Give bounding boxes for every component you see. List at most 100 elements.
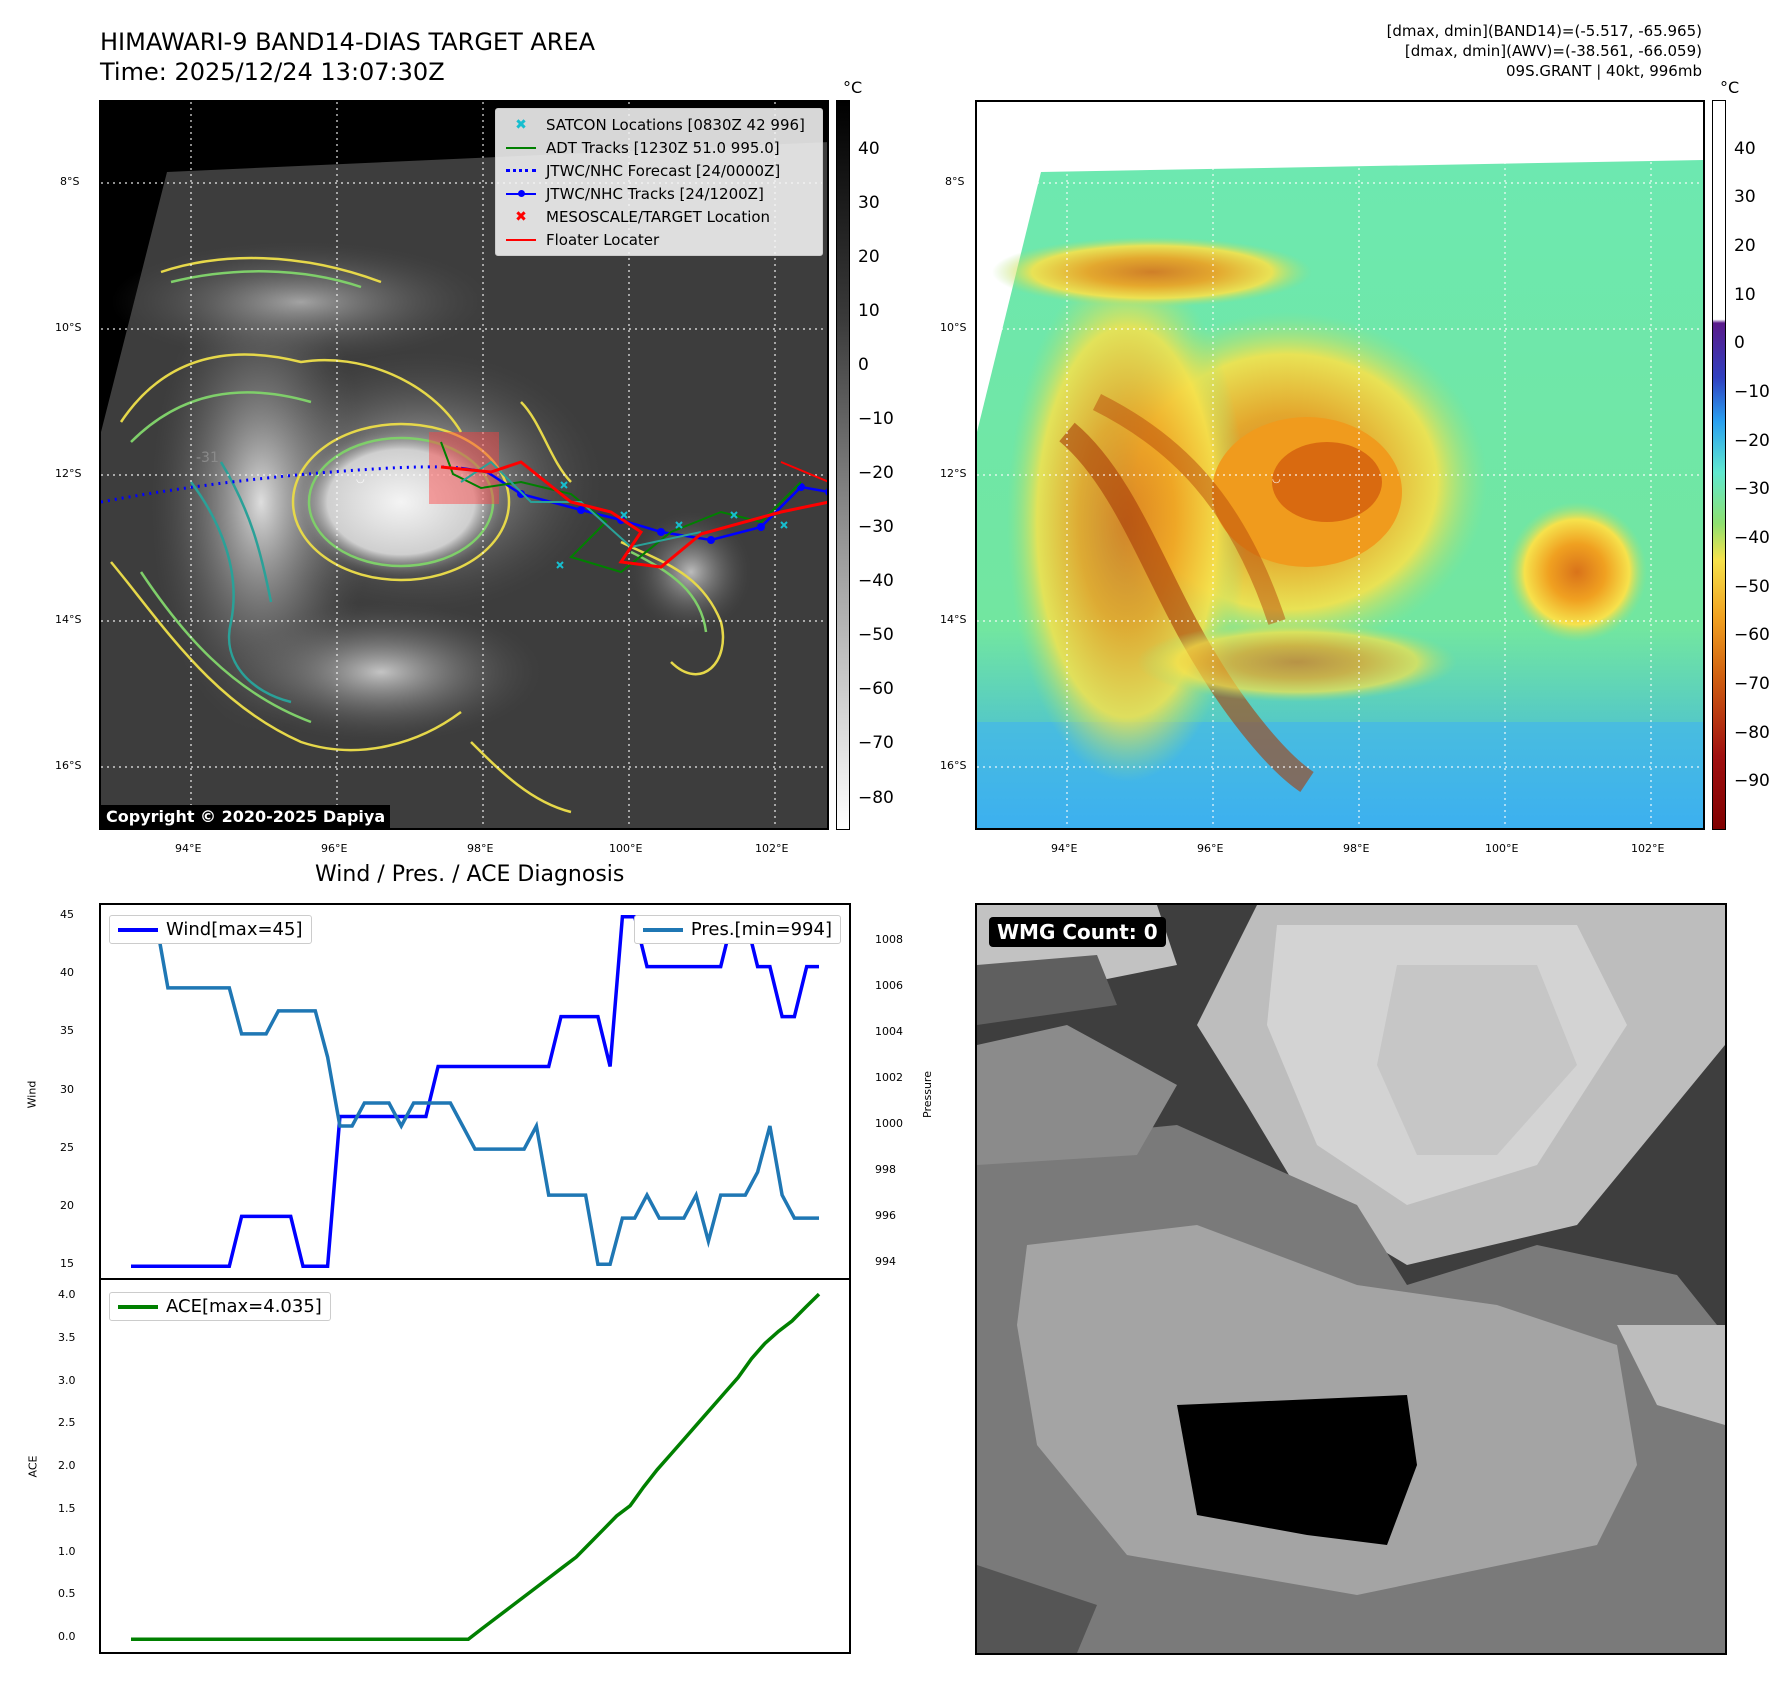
- lat-label: 16°S: [940, 759, 967, 772]
- lat-label: 14°S: [940, 613, 967, 626]
- colorbar-tick: −50: [1734, 576, 1770, 597]
- colorbar-unit: °C: [843, 78, 863, 97]
- wind-tick: 30: [60, 1082, 74, 1096]
- colorbar-tick: −30: [858, 517, 894, 538]
- ace-tick: 1.5: [58, 1501, 76, 1515]
- pressure-tick: 996: [875, 1209, 896, 1223]
- legend-target: ✖ MESOSCALE/TARGET Location: [515, 207, 771, 226]
- ace-plot: [131, 1292, 821, 1641]
- lat-label: 10°S: [940, 321, 967, 334]
- colorbar-tick: −70: [858, 733, 894, 754]
- colorbar-tick: −70: [1734, 674, 1770, 694]
- colorbar-tick: 40: [1734, 138, 1756, 159]
- lat-label: 10°S: [55, 321, 82, 334]
- info-awv: [dmax, dmin](AWV)=(-38.561, -66.059): [1404, 42, 1702, 60]
- lon-label: 94°E: [175, 842, 202, 855]
- wind-series: [131, 914, 819, 1269]
- ace-tick: 3.5: [58, 1330, 76, 1344]
- figure-time: Time: 2025/12/24 13:07:30Z: [100, 58, 445, 86]
- wmg-count-badge: WMG Count: 0: [989, 917, 1166, 947]
- colorbar-tick: −40: [858, 571, 894, 592]
- lon-label: 96°E: [321, 842, 348, 855]
- lat-label: 12°S: [940, 467, 967, 480]
- wmg-image: [977, 905, 1725, 1653]
- legend-pressure: Pres.[min=994]: [633, 915, 841, 944]
- color-colorbar: [1712, 100, 1726, 830]
- wind-tick: 20: [60, 1199, 74, 1213]
- gray-colorbar: [836, 100, 850, 830]
- colorbar-tick: −80: [1734, 722, 1770, 743]
- wmg-panel: WMG Count: 0: [975, 903, 1727, 1655]
- wind-tick: 45: [60, 907, 74, 921]
- colorbar-tick: −10: [858, 409, 894, 430]
- legend-jtwc: JTWC/NHC Tracks [24/1200Z]: [504, 182, 814, 205]
- colorbar-tick: −20: [1734, 430, 1770, 451]
- ace-tick: 1.0: [58, 1544, 76, 1558]
- legend-ace: ACE[max=4.035]: [109, 1292, 331, 1321]
- pressure-tick: 1006: [875, 978, 903, 992]
- pressure-axis-label: Pressure: [920, 1071, 934, 1118]
- colorbar-tick: 10: [858, 300, 880, 321]
- lon-label: 98°E: [467, 842, 494, 855]
- pressure-tick: 994: [875, 1255, 896, 1269]
- ace-tick: 0.5: [58, 1587, 76, 1601]
- info-band14: [dmax, dmin](BAND14)=(-5.517, -65.965): [1386, 22, 1702, 40]
- lat-label: 8°S: [945, 175, 965, 188]
- copyright-label: Copyright © 2020-2025 Dapiya: [101, 805, 391, 828]
- pressure-tick: 1008: [875, 932, 903, 946]
- lon-label: 100°E: [609, 842, 643, 855]
- lon-label: 102°E: [1631, 842, 1665, 855]
- colorbar-tick: 20: [858, 246, 880, 267]
- lon-label: 96°E: [1197, 842, 1224, 855]
- ace-chart: ACE[max=4.035]: [99, 1278, 851, 1654]
- colorbar-tick: −80: [858, 787, 894, 808]
- ace-tick: 0.0: [58, 1630, 76, 1644]
- svg-text:◡: ◡: [1272, 474, 1281, 485]
- colorbar-tick: −30: [1734, 479, 1770, 500]
- colorbar-unit: °C: [1720, 78, 1740, 97]
- lon-label: 94°E: [1051, 842, 1078, 855]
- colorbar-tick: −60: [858, 679, 894, 700]
- ace-series: [131, 1292, 821, 1641]
- pressure-tick: 998: [875, 1163, 896, 1177]
- colorbar-tick: 20: [1734, 236, 1756, 256]
- pressure-series: [131, 917, 819, 1266]
- lat-label: 8°S: [60, 175, 80, 188]
- legend-floater: Floater Locater: [504, 228, 814, 251]
- wind-pres-plot: [131, 914, 819, 1269]
- figure-title: HIMAWARI-9 BAND14-DIAS TARGET AREA: [100, 28, 596, 56]
- awv-map-panel: ◡: [975, 100, 1705, 830]
- lon-label: 102°E: [755, 842, 789, 855]
- contour-label: -31: [196, 450, 219, 466]
- colorbar-tick: −20: [858, 463, 894, 484]
- map-legend: ✖ SATCON Locations [0830Z 42 996] ADT Tra…: [495, 108, 823, 256]
- colorbar-tick: 10: [1734, 284, 1756, 305]
- ace-tick: 4.0: [58, 1288, 76, 1302]
- ir-map-panel: ◡ -31 ✖ SATCON Locations [0830Z 42 996] A…: [99, 100, 829, 830]
- info-storm: 09S.GRANT | 40kt, 996mb: [1505, 62, 1702, 80]
- legend-wind: Wind[max=45]: [109, 915, 312, 944]
- colorbar-tick: 40: [858, 138, 880, 159]
- colorbar-tick: −90: [1734, 771, 1770, 792]
- pressure-tick: 1000: [875, 1117, 903, 1131]
- wind-tick: 25: [60, 1140, 74, 1154]
- colorbar-tick: −40: [1734, 528, 1770, 548]
- legend-forecast: JTWC/NHC Forecast [24/0000Z]: [504, 159, 814, 182]
- pressure-tick: 1002: [875, 1070, 903, 1084]
- pressure-tick: 1004: [875, 1024, 903, 1038]
- ir-map-image: ◡ -31: [101, 102, 827, 828]
- wind-tick: 35: [60, 1024, 74, 1038]
- lat-label: 14°S: [55, 613, 82, 626]
- ace-tick: 2.5: [58, 1416, 76, 1430]
- colorbar-tick: 30: [1734, 187, 1756, 208]
- colorbar-tick: −60: [1734, 625, 1770, 646]
- diagnosis-title: Wind / Pres. / ACE Diagnosis: [315, 862, 625, 887]
- svg-text:◡: ◡: [356, 474, 365, 485]
- ace-axis-label: ACE: [26, 1455, 40, 1478]
- lon-label: 100°E: [1485, 842, 1519, 855]
- lat-label: 16°S: [55, 759, 82, 772]
- legend-adt: ADT Tracks [1230Z 51.0 995.0]: [504, 136, 814, 159]
- wind-pres-chart: Wind[max=45] Pres.[min=994]: [99, 903, 851, 1279]
- lat-label: 12°S: [55, 467, 82, 480]
- lon-label: 98°E: [1343, 842, 1370, 855]
